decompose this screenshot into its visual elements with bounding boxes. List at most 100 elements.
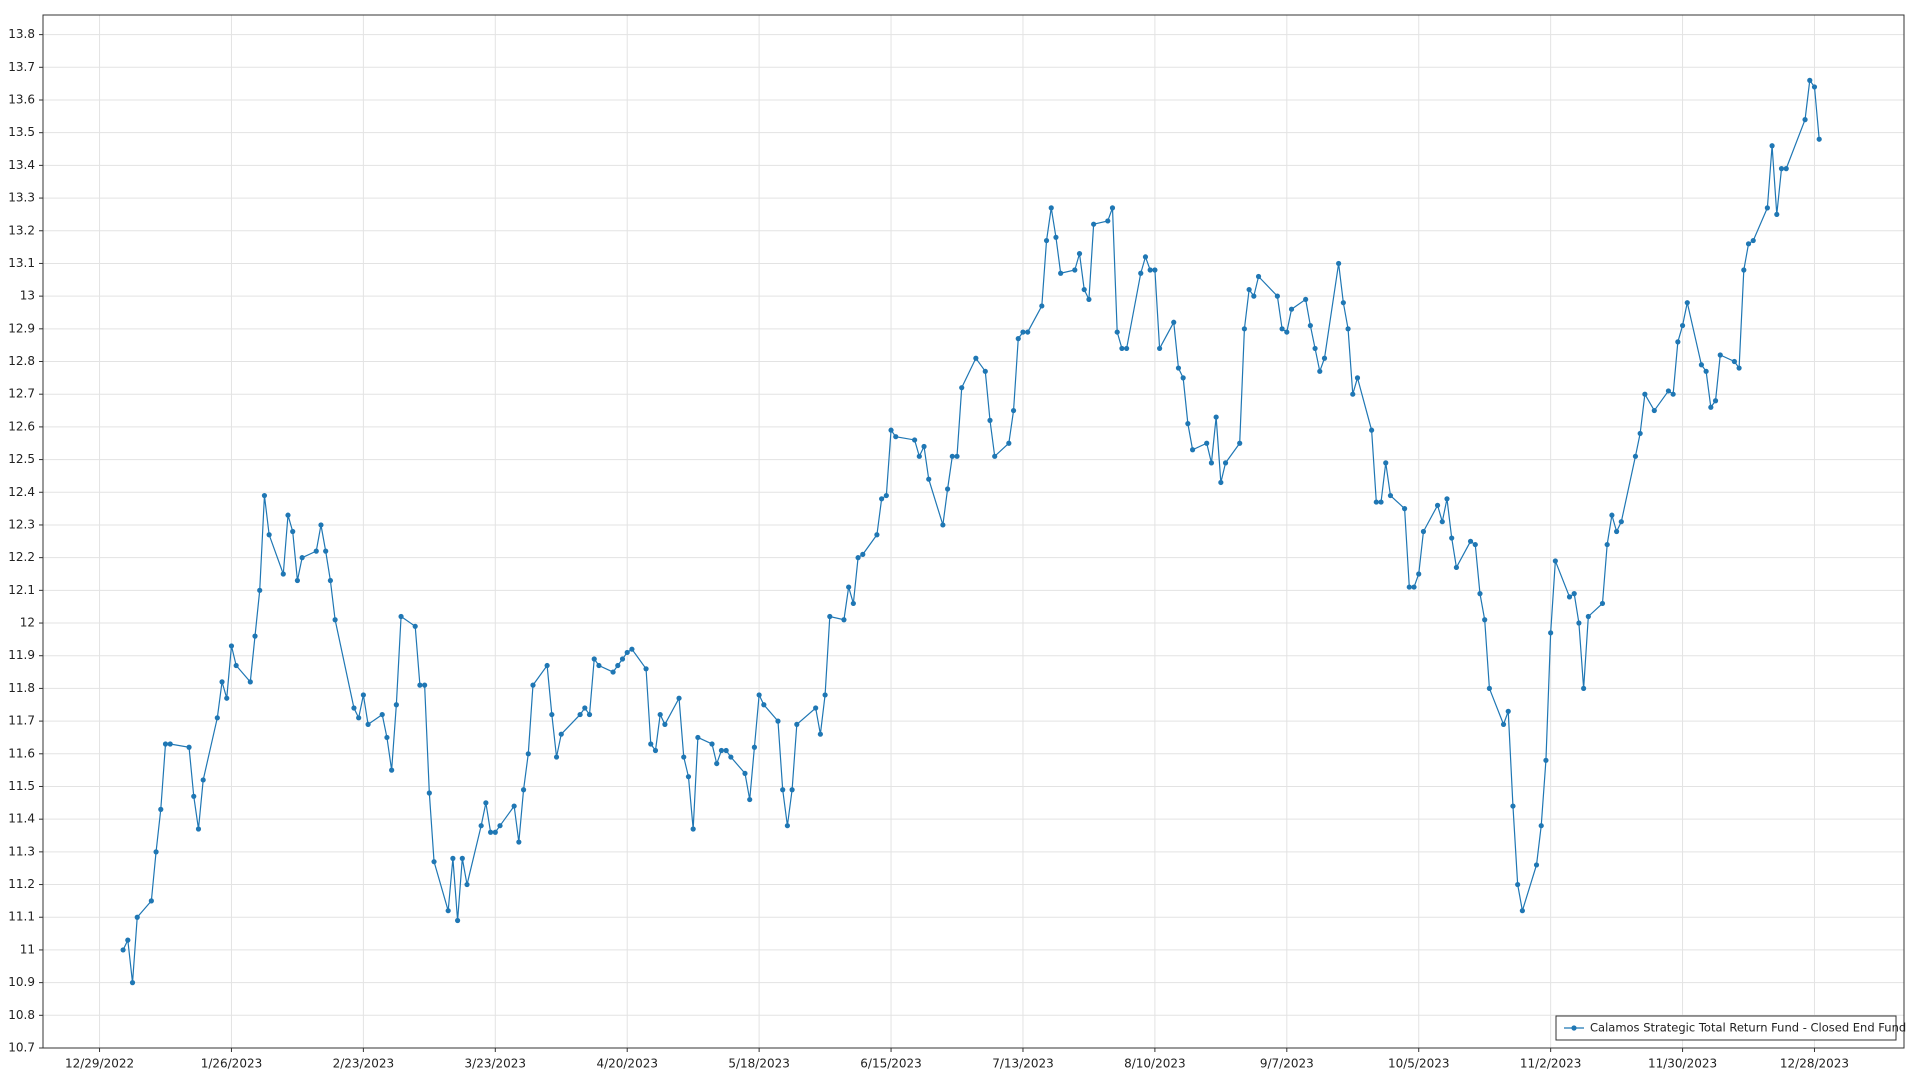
data-point <box>1637 430 1643 437</box>
data-point <box>1538 823 1544 829</box>
data-point <box>1081 286 1087 293</box>
legend-label: Calamos Strategic Total Return Fund - Cl… <box>1590 1021 1906 1035</box>
data-point <box>553 754 560 760</box>
data-point <box>1072 267 1078 273</box>
y-tick-label: 12.6 <box>8 419 35 433</box>
data-point <box>1274 293 1280 299</box>
data-point <box>1251 293 1257 299</box>
x-tick-label: 10/5/2023 <box>1388 1057 1450 1071</box>
data-point <box>266 532 272 538</box>
data-point <box>1505 708 1511 714</box>
data-point <box>1769 143 1775 149</box>
data-point <box>1119 345 1125 352</box>
data-point <box>1416 571 1422 577</box>
data-point <box>780 787 786 793</box>
y-tick-label: 10.7 <box>8 1041 35 1055</box>
x-tick-label: 11/2/2023 <box>1520 1057 1582 1071</box>
data-point <box>1317 368 1323 374</box>
data-point <box>483 800 489 806</box>
data-point <box>1642 391 1648 397</box>
data-point <box>516 839 522 845</box>
y-tick-label: 13 <box>20 289 35 303</box>
data-point <box>893 434 899 440</box>
data-point <box>1453 564 1460 571</box>
data-point <box>1218 479 1224 486</box>
data-point <box>676 695 682 701</box>
data-point <box>379 711 385 718</box>
data-point <box>1566 594 1573 600</box>
data-point <box>1802 117 1808 123</box>
y-tick-label: 11.1 <box>8 910 35 924</box>
data-point <box>365 721 371 727</box>
data-point <box>1679 322 1686 329</box>
data-point <box>1632 453 1639 459</box>
x-tick-label: 9/7/2023 <box>1260 1057 1314 1071</box>
data-point <box>1548 630 1554 636</box>
data-point <box>356 715 362 721</box>
data-point <box>728 754 734 760</box>
y-tick-label: 13.8 <box>8 27 35 41</box>
data-point <box>1053 234 1059 240</box>
data-point <box>1736 365 1742 371</box>
data-point <box>450 855 456 861</box>
data-point <box>1076 251 1083 257</box>
data-point <box>775 718 781 724</box>
data-point <box>577 711 583 718</box>
y-tick-label: 13.5 <box>8 125 35 139</box>
data-point <box>940 522 946 528</box>
data-point <box>992 453 998 459</box>
data-point <box>1515 881 1521 888</box>
data-point <box>1712 398 1719 404</box>
data-point <box>1741 267 1747 273</box>
data-point <box>398 613 404 620</box>
data-point <box>1774 211 1780 218</box>
data-point <box>120 947 126 953</box>
data-point <box>1585 613 1591 620</box>
data-point <box>916 453 922 459</box>
data-point <box>822 692 828 698</box>
y-tick-label: 12.2 <box>8 550 35 564</box>
data-point <box>290 528 296 535</box>
y-tick-label: 12.9 <box>8 321 35 335</box>
data-point <box>1449 535 1455 541</box>
data-point <box>318 522 324 528</box>
data-point <box>1708 404 1714 410</box>
data-point <box>883 492 889 499</box>
data-point <box>1467 538 1474 544</box>
data-point <box>525 751 531 757</box>
data-point <box>257 587 263 593</box>
data-point <box>1171 319 1177 325</box>
data-point <box>191 793 197 799</box>
data-point <box>1138 270 1144 276</box>
data-point <box>1698 362 1705 368</box>
data-point <box>1350 391 1356 397</box>
data-point <box>879 496 885 502</box>
data-point <box>1208 460 1215 466</box>
data-point <box>351 705 357 711</box>
data-point <box>1604 541 1610 548</box>
y-tick-label: 11.8 <box>8 681 35 695</box>
y-tick-label: 11.6 <box>8 746 35 760</box>
data-point <box>954 453 960 459</box>
legend-box <box>1555 1015 1897 1041</box>
data-point <box>1519 908 1525 914</box>
x-tick-label: 1/26/2023 <box>201 1057 263 1071</box>
data-point <box>652 747 659 754</box>
y-tick-label: 13.2 <box>8 223 35 237</box>
data-point <box>1086 296 1092 303</box>
data-point <box>1114 329 1120 335</box>
data-point <box>1764 205 1770 211</box>
data-point <box>1369 427 1375 433</box>
data-point <box>1010 407 1017 414</box>
data-point <box>1157 345 1163 352</box>
data-point <box>615 662 621 669</box>
data-point <box>827 613 833 620</box>
data-point <box>1175 365 1182 371</box>
y-tick-label: 13.1 <box>8 256 35 270</box>
y-tick-label: 13.7 <box>8 60 35 74</box>
data-point <box>224 695 230 701</box>
data-point <box>1180 375 1186 381</box>
y-tick-label: 11.3 <box>8 844 35 858</box>
data-point <box>1401 506 1408 512</box>
data-point <box>549 711 555 718</box>
